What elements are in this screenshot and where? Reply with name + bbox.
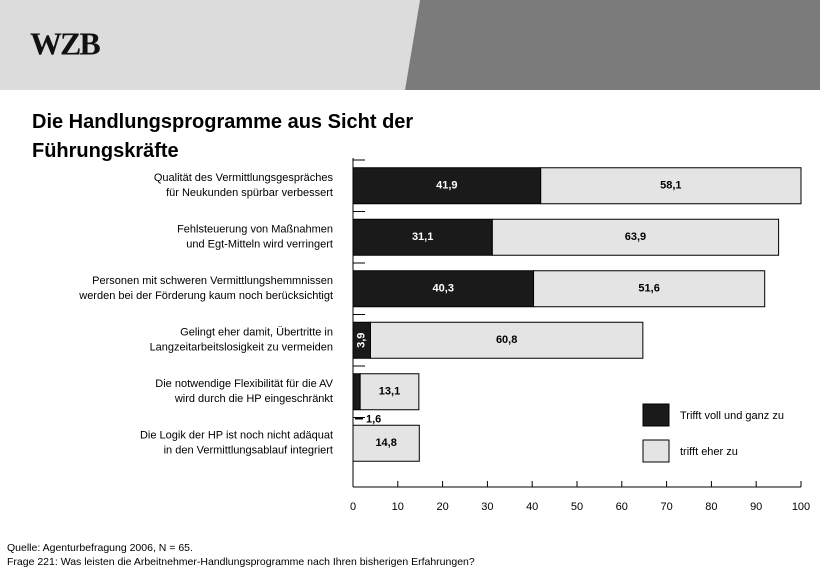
header-light: [0, 0, 420, 90]
legend-label: trifft eher zu: [680, 446, 738, 458]
header-dark: [405, 0, 820, 90]
value-label: 13,1: [379, 386, 400, 398]
x-tick-label: 40: [526, 501, 538, 513]
value-label: 63,9: [625, 231, 646, 243]
value-label: 51,6: [638, 283, 659, 295]
note: Frage 221: Was leisten die Arbeitnehmer-…: [7, 556, 475, 568]
category-label: Die notwendige Flexibilität für die AV: [155, 378, 333, 390]
bar-segment: [369, 321, 644, 359]
category-label: wird durch die HP eingeschränkt: [174, 393, 333, 405]
legend-swatch: [642, 439, 670, 463]
x-tick-label: 10: [392, 501, 404, 513]
category-label: werden bei der Förderung kaum noch berüc…: [78, 290, 333, 302]
value-label: 1,6: [366, 414, 381, 426]
category-label: Die Logik der HP ist noch nicht adäquat: [140, 430, 333, 442]
value-label: 41,9: [436, 180, 457, 192]
x-tick-label: 100: [792, 501, 810, 513]
category-label: in den Vermittlungsablauf integriert: [164, 445, 333, 457]
x-tick-label: 90: [750, 501, 762, 513]
value-label: 60,8: [496, 334, 517, 346]
value-label: 40,3: [433, 283, 454, 295]
category-label: Personen mit schweren Vermittlungshemmni…: [92, 275, 333, 287]
bar-segment: [352, 270, 535, 308]
value-label: 14,8: [375, 437, 396, 449]
x-tick-label: 70: [660, 501, 672, 513]
category-label: für Neukunden spürbar verbessert: [166, 187, 333, 199]
bar-segment: [352, 424, 420, 462]
value-label: 3,9: [356, 333, 368, 348]
bar-segment: [352, 167, 542, 205]
bar-segment: [540, 167, 802, 205]
x-tick-label: 0: [350, 501, 356, 513]
bar-segment: [533, 270, 766, 308]
bar-segment: [359, 373, 420, 411]
legend-label: Trifft voll und ganz zu: [680, 410, 784, 422]
category-label: Gelingt eher damit, Übertritte in: [180, 327, 333, 339]
x-tick-label: 50: [571, 501, 583, 513]
value-label: 31,1: [412, 231, 433, 243]
bar-segment: [352, 373, 361, 411]
category-label: und Egt-Mitteln wird verringert: [186, 239, 333, 251]
value-label: 58,1: [660, 180, 681, 192]
x-tick-label: 20: [436, 501, 448, 513]
x-tick-label: 80: [705, 501, 717, 513]
x-tick-label: 30: [481, 501, 493, 513]
bar-segment: [491, 218, 780, 256]
category-label: Qualität des Vermittlungsgespräches: [154, 172, 334, 184]
legend-swatch: [642, 403, 670, 427]
category-label: Langzeitarbeitslosigkeit zu vermeiden: [150, 342, 333, 354]
note: Quelle: Agenturbefragung 2006, N = 65.: [7, 542, 193, 554]
x-tick-label: 60: [616, 501, 628, 513]
logo: WZB: [30, 25, 100, 61]
chart-title: Die Handlungsprogramme aus Sicht der Füh…: [32, 111, 414, 162]
category-label: Fehlsteuerung von Maßnahmen: [177, 224, 333, 236]
